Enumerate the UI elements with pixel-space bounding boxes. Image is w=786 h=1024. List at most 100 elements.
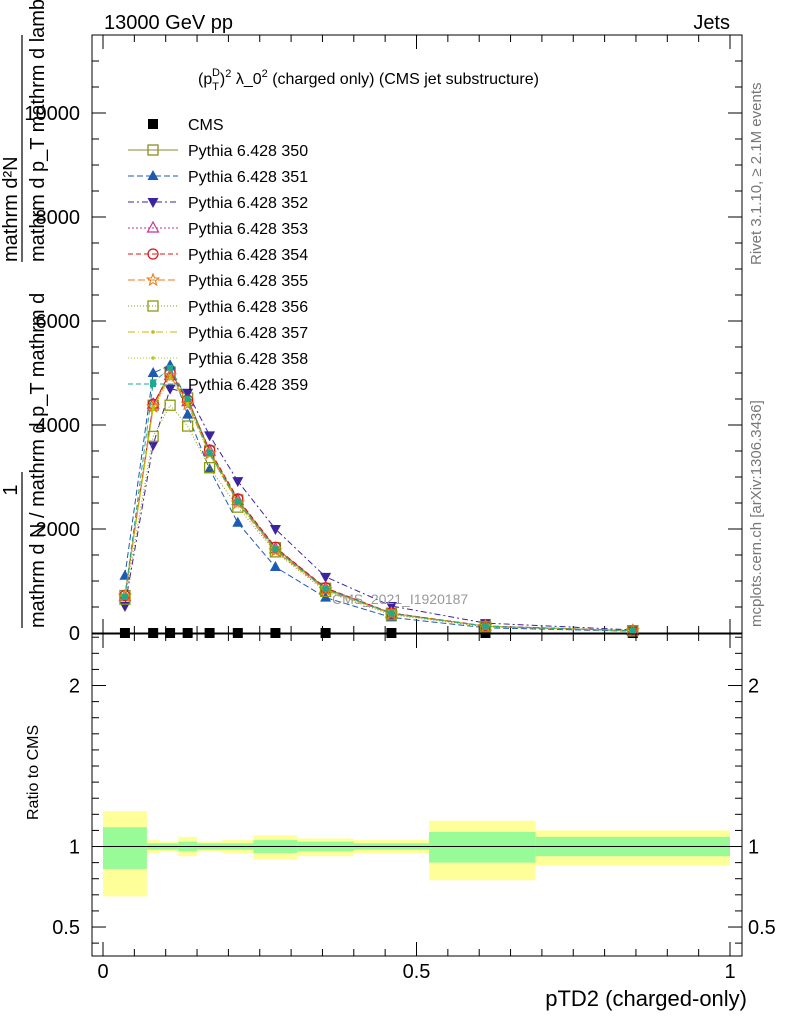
ylabel-one: 1 bbox=[0, 484, 22, 495]
ylabel-num: mathrm d²N bbox=[0, 156, 22, 262]
data-point bbox=[151, 407, 155, 412]
title-p: (p bbox=[198, 71, 212, 88]
legend-marker bbox=[147, 300, 159, 312]
data-point bbox=[164, 384, 176, 395]
ratio-ytick-labels: 0.5 0.5 1 1 2 2 bbox=[52, 676, 776, 940]
legend-entry-5: Pythia 6.428 354 bbox=[128, 247, 308, 264]
data-point bbox=[204, 463, 216, 474]
legend-label: CMS bbox=[188, 117, 224, 134]
data-point bbox=[182, 388, 194, 399]
main-ytick-label: 8000 bbox=[36, 207, 81, 229]
title-sup-2: 2 bbox=[225, 68, 231, 80]
ratio-frame bbox=[91, 633, 743, 957]
data-point bbox=[268, 543, 283, 557]
legend-marker bbox=[147, 170, 159, 180]
main-ylabel: 1 mathrm d N / mathrm d p_T mathrm d mat… bbox=[0, 0, 49, 628]
title-sup-d: D bbox=[212, 67, 220, 79]
data-point bbox=[322, 585, 329, 592]
data-point bbox=[204, 628, 215, 638]
data-point bbox=[181, 420, 194, 432]
legend-label: Pythia 6.428 352 bbox=[188, 195, 308, 212]
main-ytick-label: 4000 bbox=[36, 415, 81, 437]
data-point bbox=[482, 623, 489, 630]
legend-marker bbox=[147, 248, 159, 260]
data-point bbox=[230, 495, 245, 510]
legend-label: Pythia 6.428 351 bbox=[188, 169, 308, 186]
data-point bbox=[206, 450, 213, 457]
data-point bbox=[320, 572, 332, 583]
ylabel-frac-den: mathrm d N / mathrm d p_T mathrm d bbox=[27, 293, 49, 628]
data-point bbox=[185, 402, 190, 407]
legend-marker bbox=[147, 198, 159, 208]
ratio-ytick-label-right: 0.5 bbox=[748, 917, 776, 939]
data-point bbox=[168, 373, 172, 378]
legend-entry-3: Pythia 6.428 352 bbox=[128, 195, 308, 212]
data-point bbox=[318, 582, 333, 596]
data-point bbox=[147, 367, 159, 377]
ratio-band-inner bbox=[429, 832, 536, 863]
data-point bbox=[270, 628, 281, 638]
legend-entry-0: CMS bbox=[148, 117, 224, 134]
data-point bbox=[147, 430, 159, 443]
data-point bbox=[629, 627, 636, 634]
ratio-ytick-label-left: 0.5 bbox=[52, 917, 80, 939]
data-point bbox=[204, 431, 216, 442]
analysis-watermark: CMS_2021_I1920187 bbox=[332, 591, 468, 607]
legend-marker bbox=[151, 356, 155, 360]
main-ytick-label: 10000 bbox=[24, 103, 80, 125]
data-point bbox=[480, 628, 491, 638]
legend-marker bbox=[150, 381, 156, 387]
data-point bbox=[182, 408, 194, 419]
data-point bbox=[203, 461, 216, 474]
data-point bbox=[234, 498, 241, 505]
data-point bbox=[121, 594, 128, 601]
series-layer bbox=[117, 359, 640, 638]
data-point bbox=[388, 610, 395, 617]
data-point bbox=[272, 546, 279, 553]
data-point bbox=[164, 399, 176, 411]
ratio-axis-ticks bbox=[92, 634, 742, 956]
data-point bbox=[147, 440, 159, 451]
xtick-label: 0 bbox=[97, 961, 108, 983]
legend-marker bbox=[146, 220, 160, 233]
xtick-labels: 0 0.5 1 bbox=[97, 961, 735, 983]
data-point bbox=[269, 525, 281, 535]
data-point bbox=[232, 628, 243, 638]
data-point bbox=[269, 560, 281, 571]
ratio-bands bbox=[103, 811, 730, 897]
legend-label: Pythia 6.428 353 bbox=[188, 221, 308, 238]
data-point bbox=[232, 477, 244, 488]
header-jets: Jets bbox=[693, 12, 730, 34]
data-point bbox=[385, 609, 398, 621]
main-ytick-label: 0 bbox=[69, 623, 80, 645]
rivet-label: Rivet 3.1.10, ≥ 2.1M events bbox=[748, 83, 765, 266]
ratio-panel: 0.5 0.51 12 2 0 0.5 1 Ratio to CMS pTD2 (char… bbox=[25, 633, 776, 1011]
data-point bbox=[320, 628, 331, 638]
ylabel-den: mathrm d p_T mathrm d lambda bbox=[27, 0, 49, 262]
legend: CMS Pythia 6.428 350 Pythia 6.428 351 Pythi… bbox=[128, 117, 308, 394]
series-line bbox=[124, 364, 633, 632]
ratio-ylabel: Ratio to CMS bbox=[25, 725, 42, 820]
legend-label: Pythia 6.428 354 bbox=[188, 247, 308, 264]
legend-label: Pythia 6.428 350 bbox=[188, 143, 308, 160]
legend-entry-9: Pythia 6.428 358 bbox=[128, 351, 308, 368]
legend-entry-10: Pythia 6.428 359 bbox=[128, 377, 308, 394]
legend-label: Pythia 6.428 356 bbox=[188, 299, 308, 316]
legend-marker bbox=[151, 330, 155, 334]
ratio-ytick-label-left: 1 bbox=[69, 837, 80, 859]
data-point bbox=[182, 628, 193, 638]
title-sup-2b: 2 bbox=[262, 68, 268, 80]
header-energy: 13000 GeV pp bbox=[104, 12, 233, 34]
data-point bbox=[180, 396, 195, 411]
title-sub-t: T bbox=[212, 81, 219, 93]
series-line bbox=[124, 388, 633, 631]
data-point bbox=[119, 628, 130, 638]
main-ytick-label: 2000 bbox=[36, 519, 81, 541]
data-point bbox=[232, 516, 244, 527]
data-point bbox=[184, 396, 191, 402]
legend-entry-8: Pythia 6.428 357 bbox=[128, 325, 308, 342]
data-point bbox=[167, 364, 174, 371]
legend-entry-7: Pythia 6.428 356 bbox=[128, 299, 308, 316]
